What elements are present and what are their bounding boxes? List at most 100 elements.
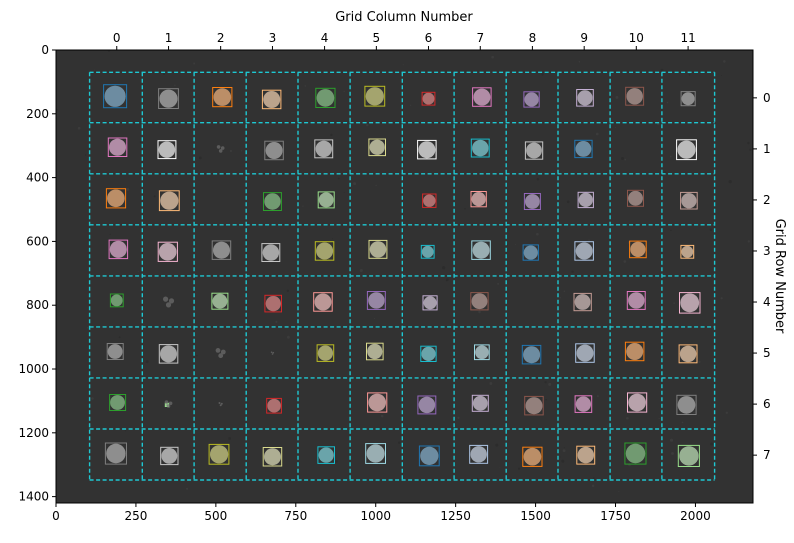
plate-speck (609, 446, 611, 449)
colony-tint (681, 92, 695, 106)
plate-speck (536, 232, 539, 236)
colony-bounding-box (521, 344, 542, 365)
plate-speck (671, 451, 674, 455)
colony (261, 243, 281, 263)
plot-frame (55, 49, 754, 504)
row-tick-label: 0 (763, 91, 771, 105)
colony-body (368, 292, 385, 309)
colony-tint (158, 243, 177, 261)
colony-body (263, 91, 281, 108)
colony-tint (523, 245, 538, 260)
faint-colony (165, 302, 172, 308)
plate-speck (143, 73, 144, 74)
colony-body (578, 192, 593, 207)
colony-body (475, 345, 489, 360)
plate-speck (374, 318, 376, 320)
colony-bounding-box (368, 239, 388, 259)
faint-colony (220, 349, 226, 355)
plate-speck (343, 90, 345, 93)
column-tick-label: 10 (629, 31, 644, 45)
colony-bounding-box (523, 91, 540, 108)
plate-speck (86, 327, 89, 329)
colony-bounding-box (109, 394, 127, 411)
colony-body (267, 398, 281, 413)
colony-tint (262, 244, 280, 261)
colony-body (577, 90, 593, 106)
plate-speck (286, 289, 289, 292)
colony-body (367, 343, 383, 360)
colony-tint (577, 90, 593, 106)
colony-body (262, 244, 280, 261)
plate-speck (669, 438, 674, 442)
colony (105, 188, 127, 209)
colony-body (677, 140, 696, 159)
plate-speck (591, 484, 595, 488)
plate-speck (332, 238, 334, 240)
colony-bounding-box (625, 86, 645, 106)
colony-body (679, 446, 699, 466)
colony-tint (628, 190, 643, 206)
colony-tint (575, 242, 593, 260)
colony (315, 87, 336, 109)
colony-body (626, 88, 643, 105)
plate-speck (747, 141, 750, 145)
colony (573, 292, 592, 312)
colony-tint (314, 293, 332, 311)
faint-colony (166, 404, 171, 408)
colony-body (365, 87, 384, 106)
plate-speck (91, 397, 94, 400)
colony (470, 191, 487, 208)
colony (365, 443, 387, 464)
colony-tint (418, 141, 436, 159)
colony (264, 140, 284, 161)
colony (103, 84, 128, 109)
colony-body (315, 140, 332, 158)
colony (679, 292, 701, 314)
row-tick-label: 5 (763, 346, 771, 360)
plate-speck (275, 320, 278, 323)
colony (417, 139, 437, 160)
colony-body (471, 192, 486, 207)
colony (624, 341, 645, 362)
plate-speck (174, 84, 176, 87)
plate-speck (186, 487, 189, 490)
plate-speck (673, 302, 676, 304)
colony (574, 395, 593, 413)
plate-speck (595, 132, 599, 136)
colony-bounding-box (365, 443, 387, 464)
row-tick-label: 6 (763, 397, 771, 411)
colony (629, 240, 647, 259)
colony (316, 344, 335, 362)
colony-bounding-box (629, 240, 647, 259)
colony-bounding-box (158, 344, 179, 364)
colony (208, 443, 230, 465)
colony-tint (630, 241, 646, 257)
y-axis-grid-row: 0 1 2 3 4 5 6 7 (753, 91, 771, 462)
colony-body (110, 395, 125, 410)
plate-speck (725, 411, 728, 414)
colony (366, 342, 384, 361)
colony-bounding-box (573, 292, 592, 312)
plate-speck (728, 180, 732, 184)
colony-bounding-box (317, 191, 335, 209)
colony-tint (160, 191, 179, 210)
colony-body (314, 293, 332, 311)
x-tick-label: 0 (52, 509, 60, 523)
colony (470, 292, 489, 311)
colony-body (523, 346, 541, 364)
faint-colony (272, 351, 275, 354)
column-tick-label: 9 (580, 31, 588, 45)
colony-body (471, 293, 488, 310)
plate-speck (596, 395, 599, 398)
colony-bounding-box (575, 343, 595, 363)
plate-speck (228, 437, 231, 440)
colony-tint (368, 393, 387, 412)
colony-bounding-box (105, 188, 127, 209)
faint-colony (219, 404, 222, 407)
plate-speck (592, 477, 595, 480)
colony-tint (109, 138, 126, 156)
colony-bounding-box (106, 343, 124, 360)
colony-bounding-box (474, 344, 490, 361)
colony-body (161, 448, 178, 464)
colony-bounding-box (627, 189, 644, 207)
